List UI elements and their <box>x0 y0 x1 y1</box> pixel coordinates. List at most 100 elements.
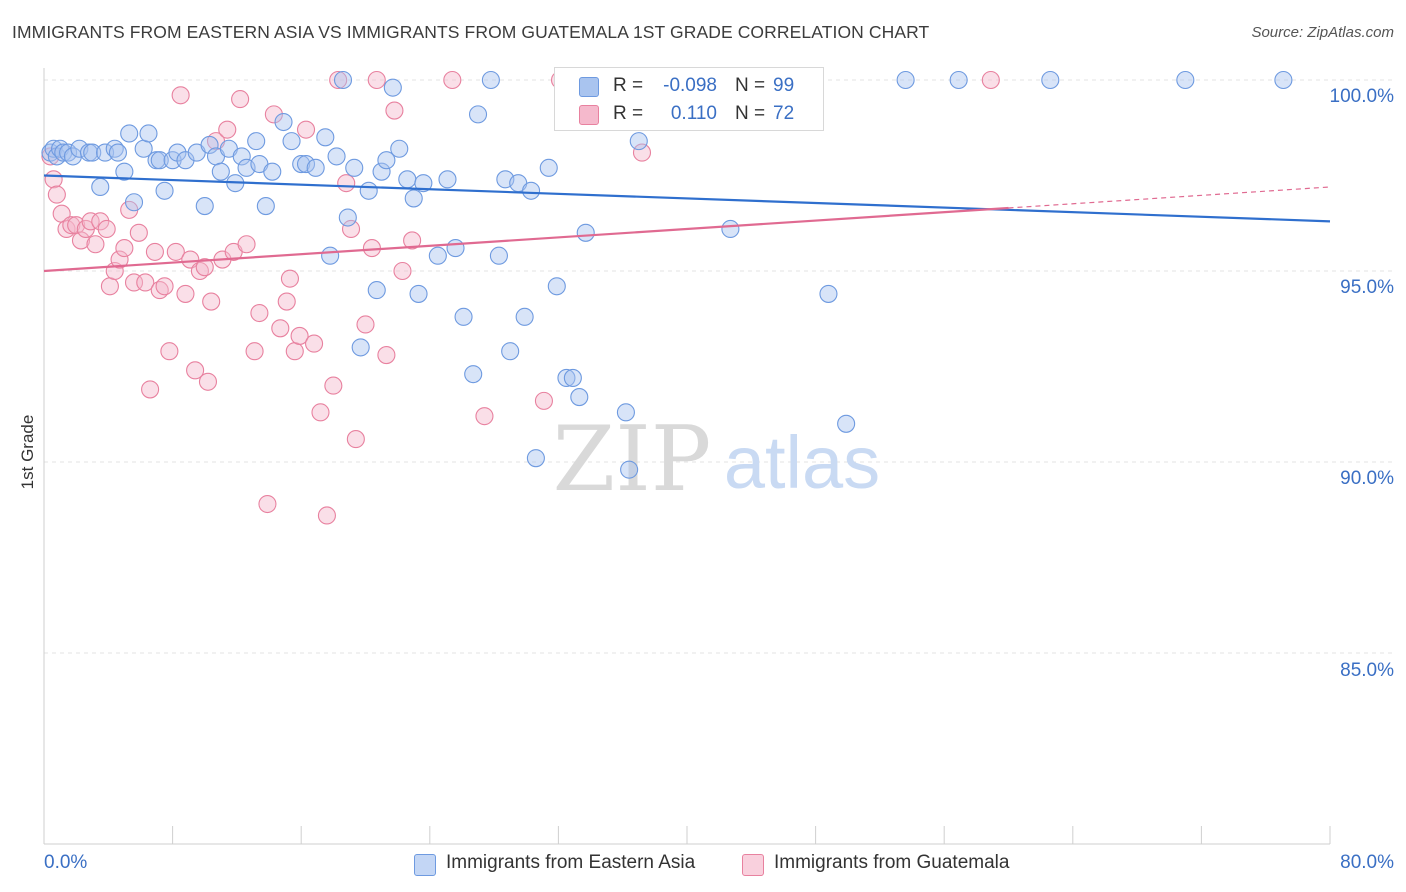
eastern-asia-point <box>292 154 311 174</box>
eastern-asia-point <box>211 162 230 181</box>
guatemala-point <box>290 326 309 345</box>
legend-n-value: 99 <box>773 75 795 96</box>
eastern-asia-point <box>120 124 139 143</box>
guatemala-point <box>534 391 553 410</box>
eastern-asia-point <box>282 132 301 151</box>
x-axis-max-label: 80.0% <box>1340 852 1394 873</box>
guatemala-point <box>271 319 290 338</box>
legend-n-value: 72 <box>773 103 795 124</box>
guatemala-point <box>393 261 412 281</box>
legend-r-value: -0.098 <box>663 75 717 96</box>
eastern-asia-point <box>468 105 488 124</box>
eastern-asia-point <box>200 135 219 154</box>
eastern-asia-point <box>629 132 648 151</box>
guatemala-point <box>195 258 214 277</box>
eastern-asia-point <box>327 147 346 166</box>
guatemala-point <box>160 342 179 361</box>
guatemala-point <box>198 372 218 391</box>
eastern-asia-point <box>359 181 378 200</box>
eastern-asia-point <box>404 189 423 208</box>
eastern-asia-point <box>819 284 838 303</box>
eastern-asia-point <box>539 158 558 177</box>
source-label: Source: ZipAtlas.com <box>1251 24 1394 41</box>
eastern-asia-point <box>515 307 534 326</box>
eastern-asia-point <box>377 151 396 170</box>
guatemala-point <box>317 506 336 525</box>
watermark-zip: ZIP <box>553 407 712 512</box>
eastern-asia-point <box>837 414 856 433</box>
y-tick-label-100: 100.0% <box>1329 86 1394 107</box>
guatemala-point <box>71 231 91 250</box>
eastern-asia-point <box>321 246 340 265</box>
eastern-asia-point <box>256 197 275 216</box>
guatemala-point <box>329 70 348 90</box>
guatemala-point <box>115 239 134 258</box>
trend-lines <box>43 174 1331 273</box>
legend-n-label: N = <box>735 75 766 96</box>
guatemala-point <box>129 223 148 242</box>
guatemala-point <box>218 120 237 139</box>
guatemala-point <box>245 342 264 361</box>
eastern-asia-point <box>139 124 158 143</box>
guatemala-point <box>377 345 396 365</box>
guatemala-point <box>341 219 361 239</box>
eastern-asia-point <box>489 246 508 265</box>
guatemala-point <box>47 185 66 204</box>
guatemala-point <box>110 250 129 269</box>
eastern-asia-point <box>438 170 457 189</box>
guatemala-point <box>231 90 250 109</box>
guatemala-point <box>97 219 116 239</box>
guatemala-point <box>385 101 404 120</box>
axes <box>43 68 1331 845</box>
eastern-asia-point <box>522 181 541 200</box>
guatemala-point <box>280 269 299 288</box>
legend-r-value: 0.110 <box>670 103 717 124</box>
guatemala-point <box>86 235 105 254</box>
guatemala-point <box>166 242 185 261</box>
eastern-asia-point <box>620 460 639 479</box>
legend-n-label: N = <box>735 103 766 124</box>
eastern-asia-point <box>1041 70 1060 90</box>
eastern-asia-point <box>367 281 386 300</box>
trend-line-guatemala <box>43 206 1009 273</box>
eastern-asia-point <box>316 128 335 147</box>
eastern-asia-point <box>1176 70 1195 90</box>
guatemala-point <box>311 403 330 422</box>
eastern-asia-point <box>557 368 576 388</box>
eastern-asia-point <box>124 193 144 212</box>
y-tick-label-85: 85.0% <box>1340 660 1394 681</box>
guatemala-point <box>258 494 277 514</box>
guatemala-point <box>176 284 195 303</box>
guatemala-point <box>141 380 160 399</box>
y-axis-label: 1st Grade <box>18 414 37 490</box>
trend-line-guatemala-extension <box>1008 186 1331 209</box>
eastern-asia-point <box>383 78 402 97</box>
eastern-asia-point <box>616 403 635 422</box>
eastern-asia-point <box>547 277 566 296</box>
guatemala-point <box>443 70 462 90</box>
guatemala-point <box>285 342 304 361</box>
legend-swatch-pink <box>579 105 599 125</box>
guatemala-point <box>981 70 1000 90</box>
bottom-legend-label-blue: Immigrants from Eastern Asia <box>446 852 696 873</box>
eastern-asia-point <box>351 338 370 357</box>
guatemala-point <box>367 70 386 90</box>
guatemala-point <box>337 174 356 193</box>
guatemala-point <box>91 212 110 231</box>
eastern-asia-point <box>338 208 357 227</box>
guatemala-point <box>296 120 316 139</box>
eastern-asia-point <box>263 162 282 181</box>
series-eastern-asia-points <box>41 70 1293 479</box>
guatemala-point <box>62 216 81 235</box>
x-axis-min-label: 0.0% <box>44 852 88 873</box>
eastern-asia-point <box>428 246 447 265</box>
eastern-asia-point <box>296 154 316 174</box>
eastern-asia-point <box>570 388 589 407</box>
eastern-asia-point <box>274 112 293 132</box>
watermark-atlas: atlas <box>724 421 880 504</box>
guatemala-point <box>264 105 283 124</box>
legend-row-guatemala: R = 0.110 N = 72 <box>555 101 823 127</box>
legend-row-eastern-asia: R = -0.098 N = 99 <box>555 73 823 99</box>
eastern-asia-point <box>949 70 968 90</box>
